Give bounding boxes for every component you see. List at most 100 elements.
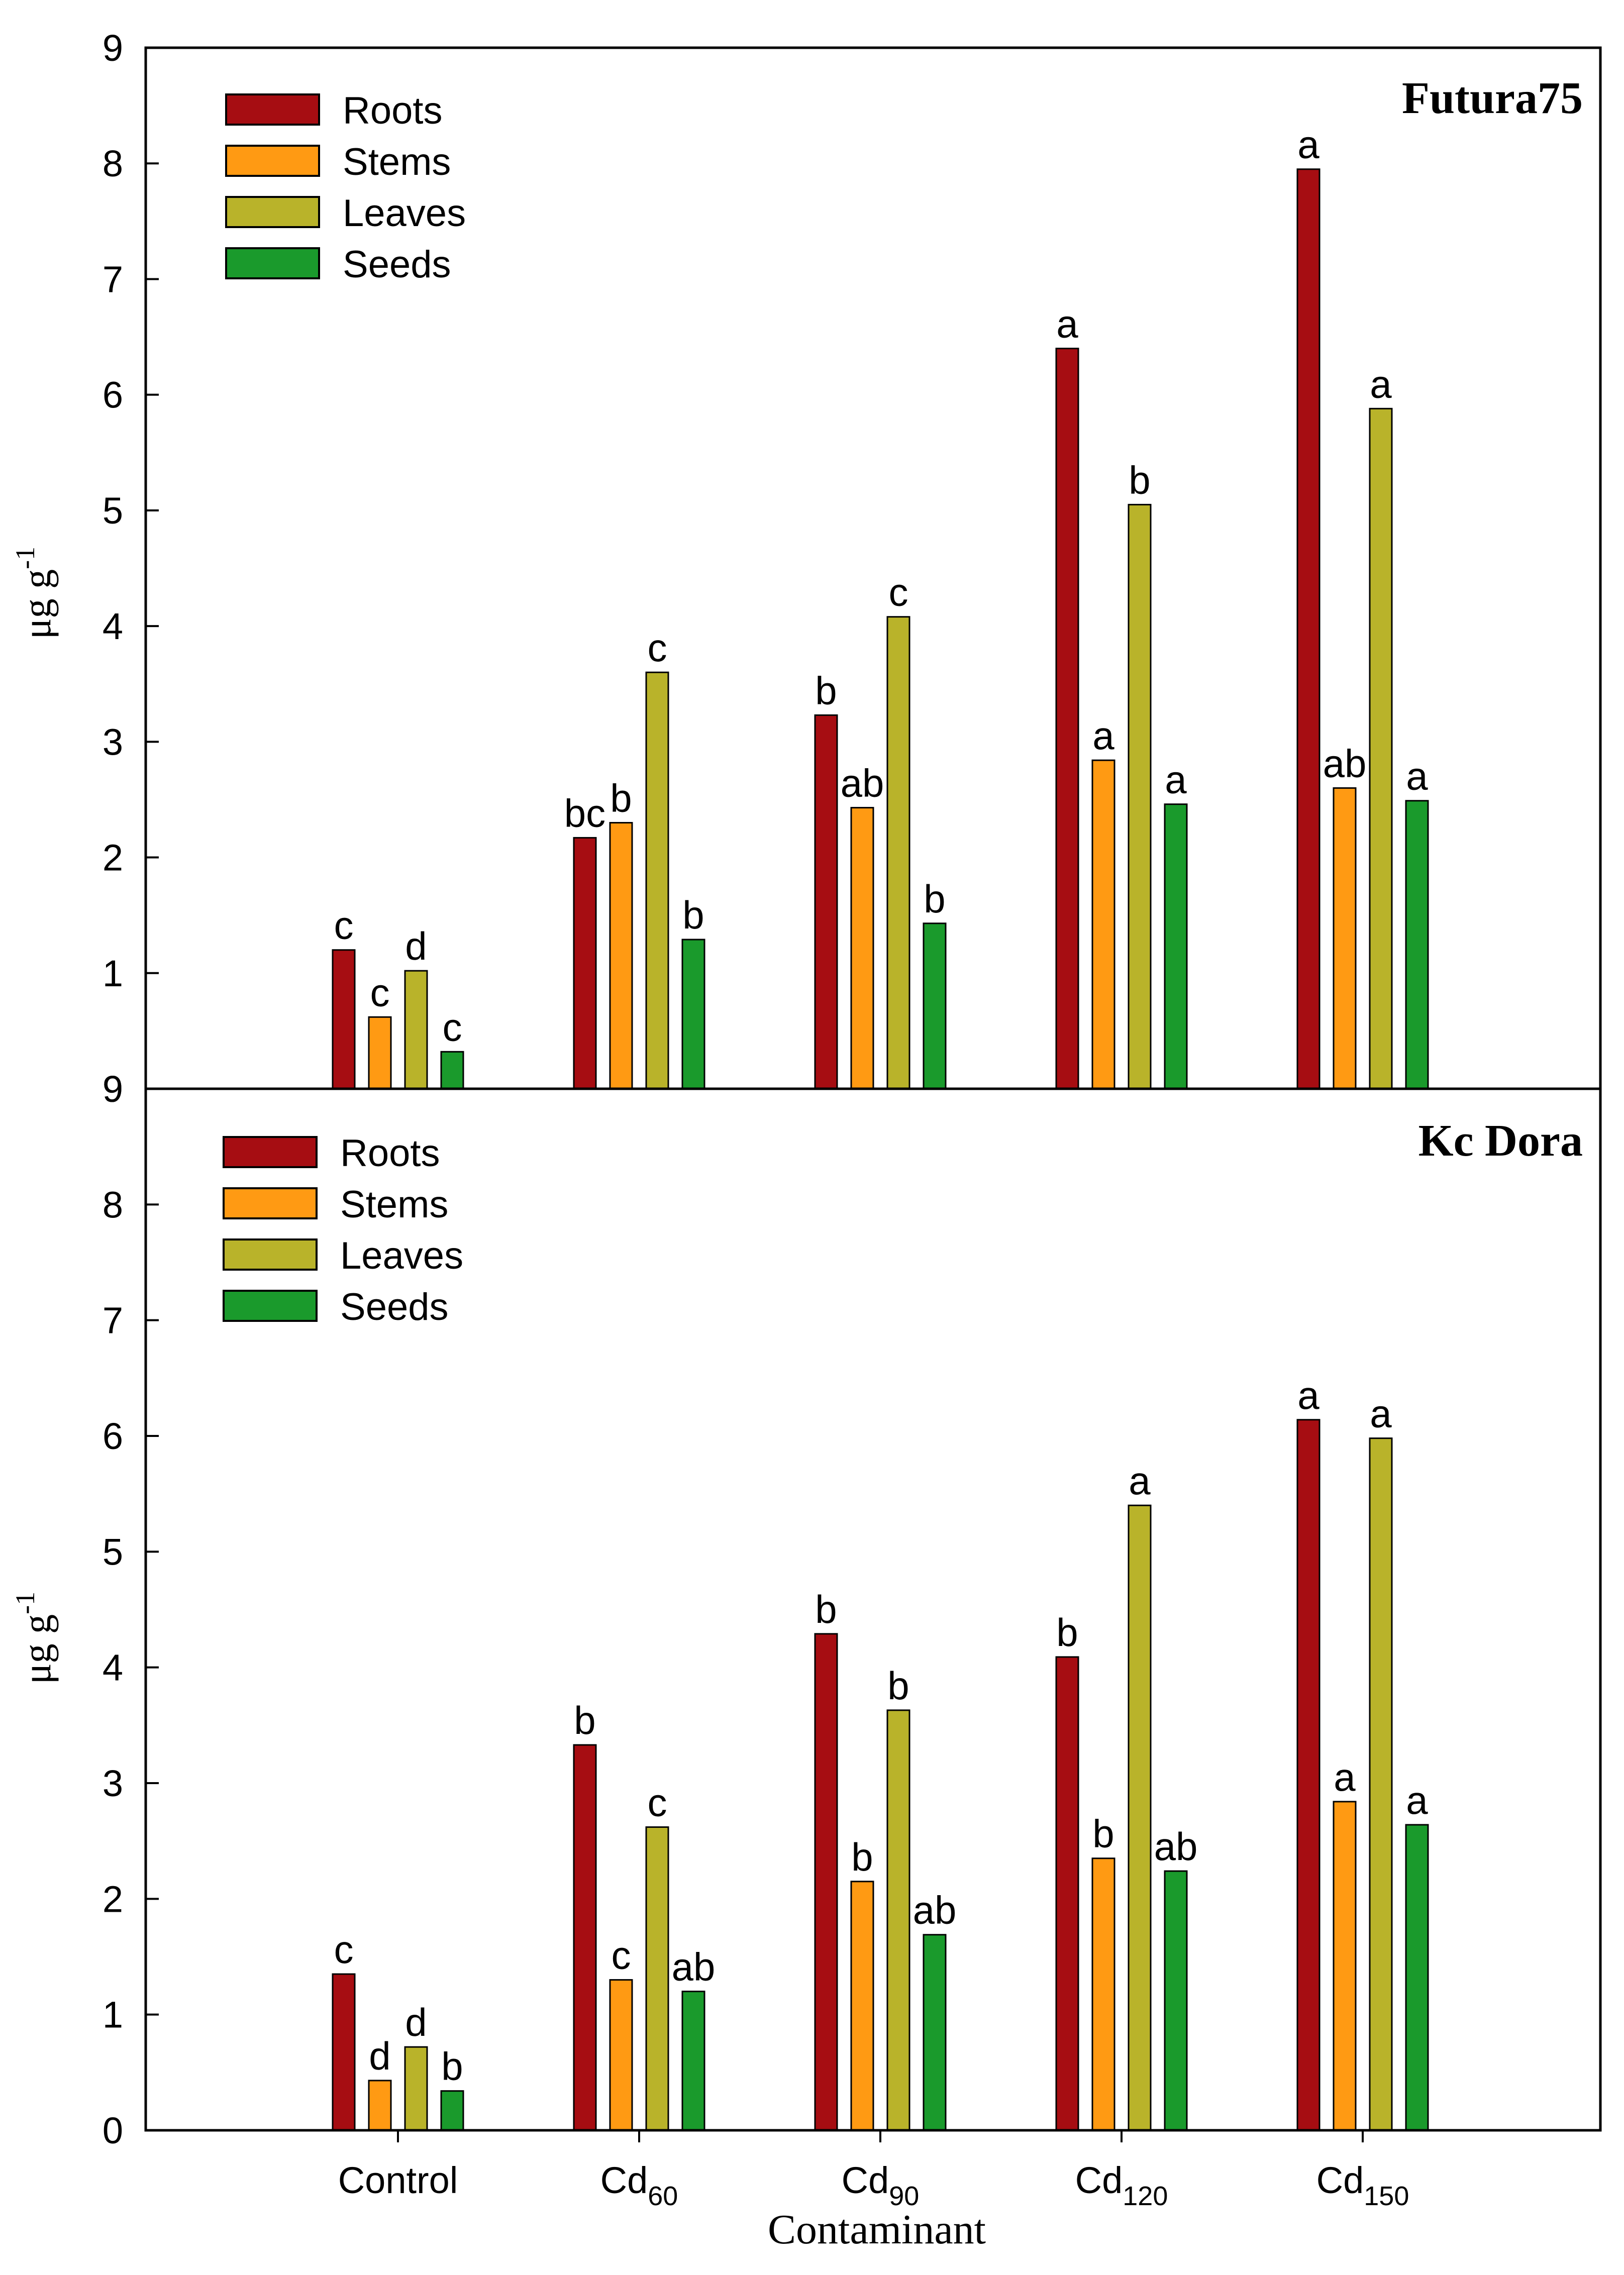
y-tick-label: 3 [103, 1763, 123, 1804]
bar-roots [1296, 168, 1321, 1090]
y-tick-label: 8 [103, 1184, 123, 1225]
bar-leaves [645, 1826, 669, 2131]
significance-label: b [441, 2044, 463, 2089]
significance-label: b [574, 1698, 595, 1742]
legend-swatch-roots [223, 1136, 318, 1168]
y-tick-label: 9 [103, 27, 123, 69]
bar-roots [814, 714, 838, 1090]
y-tick-label: 3 [103, 721, 123, 763]
legend-swatch-stems [225, 145, 320, 177]
bar-leaves [645, 671, 669, 1090]
bar-stems [368, 2080, 392, 2131]
significance-label: d [405, 924, 427, 968]
significance-label: a [1297, 1373, 1320, 1417]
legend-label-roots: Roots [340, 1132, 440, 1175]
legend-swatch-roots [225, 93, 320, 126]
legend-swatch-stems [223, 1187, 318, 1219]
x-tick-label: Cd60 [600, 2159, 678, 2211]
significance-label: b [1129, 458, 1150, 502]
significance-label: bc [564, 791, 605, 835]
y-tick-label: 9 [103, 1068, 123, 1110]
legend-swatch-seeds [223, 1290, 318, 1322]
bar-roots [573, 1744, 597, 2131]
y-tick-label: 5 [103, 1531, 123, 1573]
significance-label: c [443, 1005, 462, 1049]
x-tick-label: Cd120 [1075, 2159, 1168, 2211]
bar-seeds [681, 1991, 705, 2131]
significance-label: b [887, 1664, 909, 1708]
significance-label: a [1056, 302, 1078, 346]
significance-label: b [1056, 1610, 1078, 1654]
y-axis-label: μg g-1 [10, 1592, 59, 1684]
bar-roots [814, 1633, 838, 2131]
bar-seeds [681, 939, 705, 1090]
bar-seeds [440, 1051, 464, 1090]
bar-leaves [1128, 1504, 1152, 2131]
y-ticks: 0 1 2 3 4 5 6 7 8 9 [103, 1068, 159, 2151]
bar-roots [332, 949, 356, 1090]
significance-label: c [612, 1933, 631, 1978]
significance-label: a [1370, 1392, 1392, 1436]
significance-label: b [682, 893, 704, 937]
legend-label-stems: Stems [340, 1183, 448, 1226]
x-ticks: Control Cd60 Cd90 Cd120 Cd150 [338, 2130, 1409, 2211]
significance-label: c [889, 570, 908, 614]
y-ticks: 9 1 2 3 4 5 6 7 8 9 [103, 27, 159, 1110]
significance-label: a [1092, 713, 1114, 758]
significance-label: ab [1323, 741, 1367, 785]
significance-label: b [1092, 1812, 1114, 1856]
y-tick-label: 7 [103, 1300, 123, 1341]
significance-label: b [924, 877, 945, 921]
bar-leaves [886, 1709, 910, 2131]
bar-stems [850, 807, 874, 1090]
bar-leaves [1369, 1437, 1393, 2131]
bar-leaves [404, 2046, 428, 2131]
significance-label: c [648, 1781, 667, 1825]
y-tick-label: 1 [103, 1994, 123, 2036]
bar-seeds [923, 922, 947, 1090]
significance-label: b [851, 1835, 873, 1879]
significance-label: a [1165, 758, 1187, 802]
significance-label: a [1406, 754, 1428, 798]
bar-seeds [923, 1934, 947, 2131]
bar-leaves [886, 616, 910, 1090]
significance-label: ab [841, 761, 884, 805]
legend-label-leaves: Leaves [340, 1234, 463, 1277]
significance-label: a [1406, 1778, 1428, 1822]
legend-label-leaves: Leaves [343, 192, 466, 235]
bar-stems [368, 1016, 392, 1090]
significance-label: b [815, 1587, 837, 1631]
legend-swatch-leaves [225, 196, 320, 228]
bar-roots [1055, 348, 1079, 1090]
bars [332, 168, 1429, 1090]
y-tick-label: 9 [103, 1068, 123, 1110]
significance-label: a [1129, 1459, 1151, 1503]
y-tick-label: 7 [103, 258, 123, 300]
y-tick-label: 2 [103, 1878, 123, 1920]
y-tick-label: 4 [103, 605, 123, 647]
legend: Roots Stems Leaves Seeds [223, 1132, 463, 1328]
significance-label: b [815, 668, 837, 712]
bar-leaves [1128, 503, 1152, 1090]
bar-stems [609, 821, 633, 1090]
bar-stems [609, 1979, 633, 2131]
y-tick-label: 8 [103, 143, 123, 184]
y-tick-label: 4 [103, 1647, 123, 1689]
legend-label-seeds: Seeds [340, 1286, 449, 1328]
bar-stems [1333, 1801, 1357, 2131]
significance-label: a [1297, 123, 1320, 167]
significance-label: ab [1154, 1824, 1198, 1869]
bar-seeds [1164, 1870, 1188, 2131]
x-tick-label: Control [338, 2159, 458, 2201]
x-tick-label: Cd150 [1316, 2159, 1409, 2211]
bar-stems [1091, 1857, 1115, 2131]
significance-label: a [1370, 362, 1392, 406]
bar-stems [1091, 759, 1115, 1090]
legend: Roots Stems Leaves Seeds [225, 89, 466, 286]
bar-leaves [1369, 407, 1393, 1090]
significance-label: b [610, 776, 632, 820]
legend-swatch-seeds [225, 247, 320, 279]
